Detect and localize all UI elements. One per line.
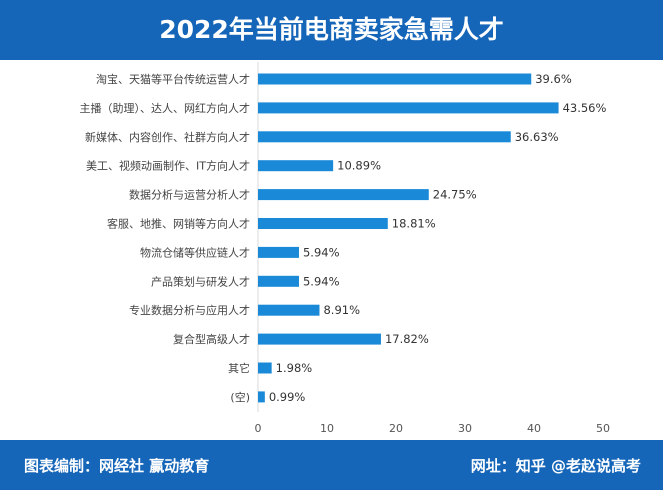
data-label: 5.94% [303, 245, 340, 259]
bar [258, 73, 532, 85]
bar [258, 391, 265, 403]
bar [258, 246, 299, 258]
category-label: 复合型高级人才 [173, 332, 250, 346]
footer-website: 网址：知乎 @老赵说高考 [470, 457, 641, 475]
category-label: 产品策划与研发人才 [151, 274, 250, 288]
data-label: 43.56% [563, 101, 607, 115]
category-label: 淘宝、天猫等平台传统运营人才 [96, 72, 250, 86]
data-label: 5.94% [303, 274, 340, 288]
bar [258, 131, 511, 143]
category-label: 客服、地推、网销等方向人才 [107, 217, 250, 231]
bar [258, 304, 320, 316]
data-label: 1.98% [276, 361, 313, 375]
bar [258, 189, 429, 201]
bar [258, 333, 381, 345]
bar [258, 362, 272, 374]
x-tick-label: 0 [255, 422, 262, 435]
category-label: 美工、视频动画制作、IT方向人才 [86, 159, 250, 173]
x-tick-label: 10 [320, 422, 334, 435]
data-label: 8.91% [323, 303, 360, 317]
category-label: (空) [230, 390, 250, 404]
data-label: 18.81% [392, 217, 436, 231]
chart-title: 2022年当前电商卖家急需人才 [0, 0, 663, 60]
footer-credit: 图表编制：网经社 赢动教育 [24, 457, 210, 475]
data-label: 39.6% [535, 72, 572, 86]
data-label: 10.89% [337, 159, 381, 173]
category-label: 新媒体、内容创作、社群方向人才 [85, 130, 250, 144]
data-label: 17.82% [385, 332, 429, 346]
data-label: 36.63% [515, 130, 559, 144]
bar [258, 102, 559, 114]
data-label: 0.99% [269, 390, 306, 404]
x-tick-label: 50 [596, 422, 610, 435]
bar [258, 275, 299, 287]
bar [258, 160, 334, 172]
data-label: 24.75% [433, 188, 477, 202]
x-tick-label: 40 [527, 422, 541, 435]
footer: 图表编制：网经社 赢动教育 网址：知乎 @老赵说高考 [0, 440, 663, 490]
x-tick-label: 20 [389, 422, 403, 435]
category-label: 数据分析与运营分析人才 [129, 188, 250, 202]
x-tick-label: 30 [458, 422, 472, 435]
bar-chart: 淘宝、天猫等平台传统运营人才 39.6% 主播（助理）、达人、网红方向人才 43.56… [80, 62, 610, 435]
category-label: 物流仓储等供应链人才 [140, 245, 250, 259]
category-label: 专业数据分析与应用人才 [129, 303, 250, 317]
category-label: 其它 [228, 361, 250, 375]
category-label: 主播（助理）、达人、网红方向人才 [80, 101, 251, 115]
bar [258, 218, 388, 229]
